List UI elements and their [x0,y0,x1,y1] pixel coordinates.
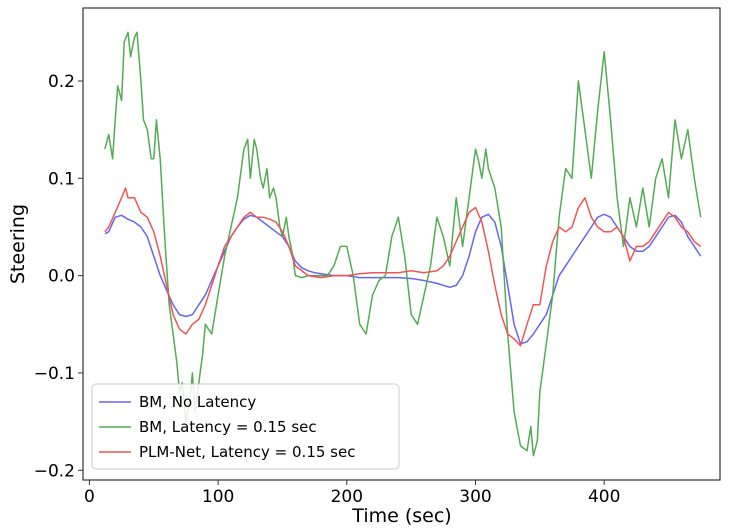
series-layer [104,31,702,457]
y-tick-label: −0.2 [34,461,75,481]
y-tick-label: 0.1 [48,169,75,189]
legend-label-2: BM, Latency = 0.15 sec [139,418,317,436]
y-axis-title: Steering [7,204,29,284]
legend-label-1: BM, No Latency [139,393,256,411]
legend-box [91,383,400,470]
x-tick-label: 0 [84,487,95,507]
plot-frame [82,7,721,481]
x-tick-label: 100 [202,487,234,507]
x-axis: 0 100 200 300 400 [84,480,620,507]
series-line-3 [104,187,702,347]
x-axis-title: Time (sec) [351,505,451,527]
y-axis: −0.2 −0.1 0.0 0.1 0.2 [34,72,83,481]
y-tick-label: 0.0 [48,267,75,287]
x-tick-label: 400 [588,487,620,507]
legend: BM, No Latency BM, Latency = 0.15 sec PLM-… [91,383,400,470]
x-tick-label: 300 [459,487,491,507]
series-line-1 [104,213,702,345]
series-line-2 [104,31,702,457]
y-tick-label: −0.1 [34,364,75,384]
y-tick-label: 0.2 [48,72,75,92]
legend-label-3: PLM-Net, Latency = 0.15 sec [139,443,355,461]
x-tick-label: 200 [331,487,363,507]
